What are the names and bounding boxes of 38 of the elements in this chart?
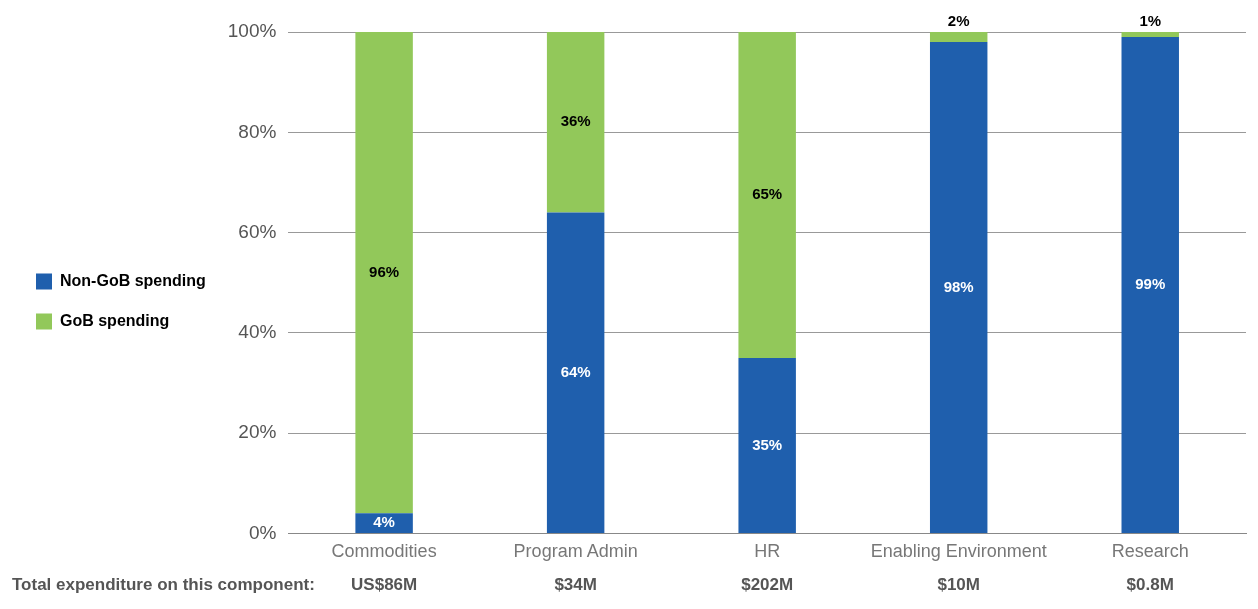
bar — [1121, 32, 1179, 38]
data-label: 99% — [1135, 275, 1166, 293]
text: $0.8M — [1126, 574, 1174, 594]
text: Total expenditure on this component: — [12, 574, 315, 594]
legend-label: Non-GoB spending — [60, 271, 206, 289]
bar — [929, 42, 988, 533]
data-label: 36% — [560, 112, 591, 130]
data-label: 65% — [752, 185, 783, 203]
data-label: 35% — [752, 435, 783, 453]
legend-label: GoB spending — [60, 311, 170, 329]
data-label: 1% — [1139, 12, 1162, 30]
bar — [738, 32, 796, 358]
bar — [546, 32, 605, 213]
y-tick-label: 20% — [238, 421, 277, 443]
bar — [355, 32, 413, 514]
y-tick-label: 100% — [227, 20, 277, 42]
data-label: 2% — [947, 12, 970, 30]
x-tick-label: Program Admin — [513, 541, 638, 562]
text: US$86M — [351, 574, 418, 594]
data-label: 98% — [943, 277, 974, 295]
x-tick-label: HR — [754, 541, 781, 562]
x-tick-label: Enabling Environment — [870, 541, 1047, 562]
data-label: 96% — [369, 262, 400, 280]
bar — [1121, 37, 1179, 533]
y-tick-label: 80% — [238, 120, 277, 142]
bar — [546, 212, 605, 533]
text: $34M — [554, 574, 597, 594]
y-tick-label: 60% — [238, 220, 277, 242]
data-label: 4% — [373, 513, 395, 531]
text: $10M — [937, 574, 980, 594]
bar — [929, 32, 988, 43]
text: $202M — [741, 574, 794, 594]
x-tick-label: Research — [1111, 541, 1189, 562]
y-tick-label: 40% — [238, 321, 277, 343]
x-tick-label: Commodities — [331, 541, 437, 562]
bar — [738, 357, 796, 533]
data-label: 64% — [560, 362, 591, 380]
y-tick-label: 0% — [248, 521, 277, 543]
